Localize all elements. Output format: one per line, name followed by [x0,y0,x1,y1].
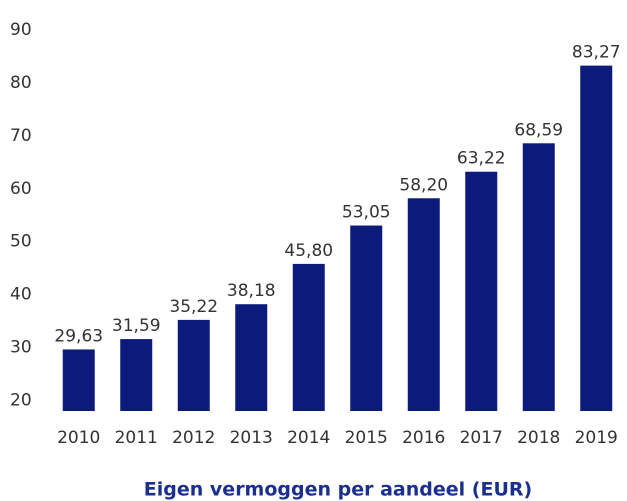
y-tick-label: 90 [10,20,32,40]
value-label: 58,20 [399,175,448,195]
y-tick-label: 60 [10,179,32,199]
value-label: 38,18 [227,281,276,301]
value-label: 45,80 [284,241,333,261]
bar [120,339,153,411]
value-label: 35,22 [169,297,218,317]
x-tick-label: 2017 [460,428,503,448]
value-label: 29,63 [54,326,103,346]
value-label: 63,22 [457,149,506,169]
y-tick-label: 70 [10,126,32,146]
bar [235,304,268,411]
bar [465,171,498,411]
x-tick-label: 2019 [575,428,618,448]
x-tick-label: 2012 [172,428,215,448]
value-label: 83,27 [572,43,621,63]
x-tick-label: 2013 [230,428,273,448]
bar [350,225,383,411]
bar [292,263,325,411]
x-tick-label: 2010 [57,428,100,448]
value-label: 31,59 [112,316,161,336]
value-label: 53,05 [342,203,391,223]
bar [580,65,613,411]
y-tick-label: 20 [10,390,32,410]
bar [407,198,440,411]
x-tick-label: 2015 [345,428,388,448]
x-tick-label: 2011 [115,428,158,448]
y-tick-label: 30 [10,338,32,358]
chart-title: Eigen vermoggen per aandeel (EUR) [144,479,532,501]
y-tick-label: 50 [10,232,32,252]
y-tick-label: 40 [10,285,32,305]
bar [62,349,95,411]
x-tick-label: 2016 [402,428,445,448]
bar [522,143,555,411]
y-tick-label: 80 [10,73,32,93]
bar [177,319,210,411]
x-tick-label: 2014 [287,428,330,448]
x-tick-label: 2018 [517,428,560,448]
value-label: 68,59 [514,120,563,140]
